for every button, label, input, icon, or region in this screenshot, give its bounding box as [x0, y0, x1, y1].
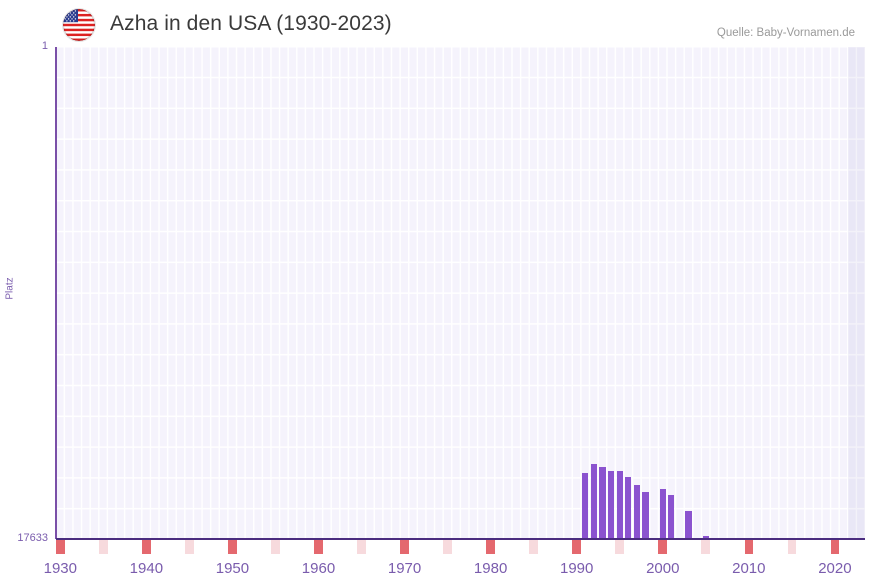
x-axis-line — [56, 538, 865, 540]
x-axis-tick-2005 — [701, 540, 711, 554]
x-axis-tick-2010 — [744, 540, 754, 554]
y-axis-tick-bottom: 17633 — [17, 532, 48, 544]
bar[interactable] — [608, 471, 615, 539]
x-axis-tick-1930 — [56, 540, 65, 554]
y-axis-line — [55, 47, 57, 539]
x-axis-tick-1980 — [486, 540, 495, 554]
x-axis-tick-2015 — [787, 540, 797, 554]
x-axis-label-2010: 2010 — [732, 560, 766, 577]
x-axis-label-1930: 1930 — [43, 560, 77, 577]
bar[interactable] — [659, 489, 666, 539]
x-axis-tick-1975 — [443, 540, 452, 554]
x-axis-tick-1965 — [357, 540, 366, 554]
x-axis-label-1970: 1970 — [387, 560, 422, 577]
bar[interactable] — [590, 464, 597, 539]
x-axis-tick-1950 — [228, 540, 237, 554]
x-axis-tick-2020 — [830, 540, 840, 554]
x-axis-label-2000: 2000 — [646, 560, 680, 577]
y-axis-title: Platz — [4, 277, 16, 300]
bar[interactable] — [633, 485, 641, 539]
bar[interactable] — [668, 495, 675, 539]
x-axis-label-1950: 1950 — [215, 560, 250, 577]
x-axis-tick-1970 — [400, 540, 409, 554]
bar[interactable] — [599, 467, 606, 539]
bar[interactable] — [616, 471, 623, 539]
x-axis-tick-1955 — [271, 540, 280, 554]
x-axis-label-2020: 2020 — [818, 560, 852, 577]
x-axis-tick-1995 — [615, 540, 624, 554]
x-axis-tick-1935 — [99, 540, 108, 554]
page-title: Azha in den USA (1930-2023) — [110, 12, 392, 35]
source-attribution: Quelle: Baby-Vornamen.de — [716, 27, 855, 39]
bar[interactable] — [625, 477, 632, 539]
us-flag-icon — [63, 9, 95, 41]
x-axis-tick-1985 — [529, 540, 538, 554]
bar-series — [56, 47, 865, 539]
bar[interactable] — [582, 473, 589, 539]
x-axis-tick-marks — [56, 540, 865, 554]
bar[interactable] — [702, 536, 709, 539]
x-axis-label-1980: 1980 — [473, 560, 508, 577]
x-axis-label-1990: 1990 — [559, 560, 594, 577]
grid-lines — [56, 47, 865, 539]
forecast-shaded-band — [847, 47, 865, 539]
chart-header: Azha in den USA (1930-2023) Quelle: Baby… — [0, 0, 873, 47]
y-axis-tick-top: 1 — [41, 40, 48, 52]
x-axis-tick-1990 — [572, 540, 581, 554]
x-axis-label-1960: 1960 — [301, 560, 336, 577]
bar[interactable] — [642, 492, 649, 539]
x-axis-tick-1960 — [314, 540, 323, 554]
plot-area — [56, 47, 865, 539]
x-axis-label-1940: 1940 — [129, 560, 164, 577]
bar[interactable] — [685, 511, 692, 539]
x-axis-tick-1940 — [142, 540, 151, 554]
x-axis-tick-2000 — [658, 540, 668, 554]
x-axis-tick-1945 — [185, 540, 194, 554]
